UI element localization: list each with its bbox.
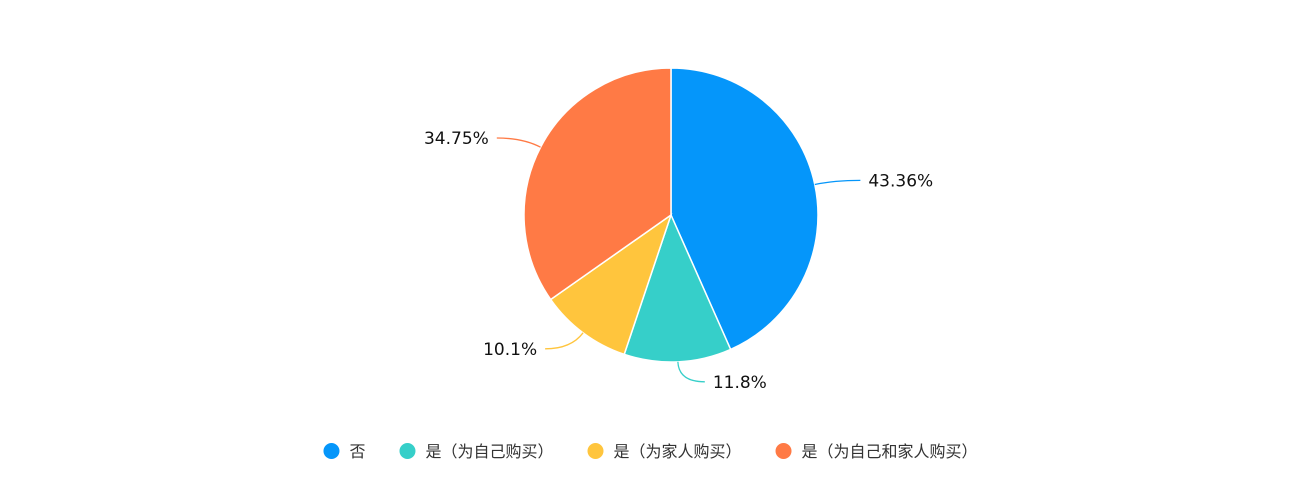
legend-marker-3 xyxy=(587,443,604,459)
leader-line-1 xyxy=(814,179,861,186)
legend-item-2[interactable]: 是（为自己购买） xyxy=(399,442,554,461)
legend-label-4: 是（为自己和家人购买） xyxy=(802,442,978,461)
legend-marker-1 xyxy=(323,443,340,459)
pie-slice-2[interactable] xyxy=(623,212,732,363)
legend-item-3[interactable]: 是（为家人购买） xyxy=(587,442,742,461)
data-label-2: 11.8% xyxy=(713,373,767,393)
leader-line-4 xyxy=(496,137,541,148)
legend-item-1[interactable]: 否 xyxy=(323,442,365,461)
legend-label-3: 是（为家人购买） xyxy=(614,442,742,461)
legend: 否 是（为自己购买） 是（为家人购买） 是（为自己和家人购买） xyxy=(323,442,978,461)
data-label-4: 34.75% xyxy=(424,129,489,149)
legend-label-1: 否 xyxy=(349,442,365,461)
legend-label-2: 是（为自己购买） xyxy=(425,442,553,461)
pie-slice-3[interactable] xyxy=(549,213,673,356)
leader-line-2 xyxy=(677,361,705,383)
legend-item-4[interactable]: 是（为自己和家人购买） xyxy=(775,442,978,461)
pie-slice-4[interactable] xyxy=(523,67,672,301)
pie-slices xyxy=(523,67,819,363)
legend-marker-2 xyxy=(399,443,416,459)
data-label-1: 43.36% xyxy=(868,171,933,191)
data-labels: 43.36% 11.8% 10.1% 34.75% xyxy=(424,129,933,393)
legend-marker-4 xyxy=(775,443,792,459)
leader-line-3 xyxy=(545,332,584,350)
data-label-3: 10.1% xyxy=(483,340,537,360)
label-leader-lines xyxy=(496,137,861,383)
